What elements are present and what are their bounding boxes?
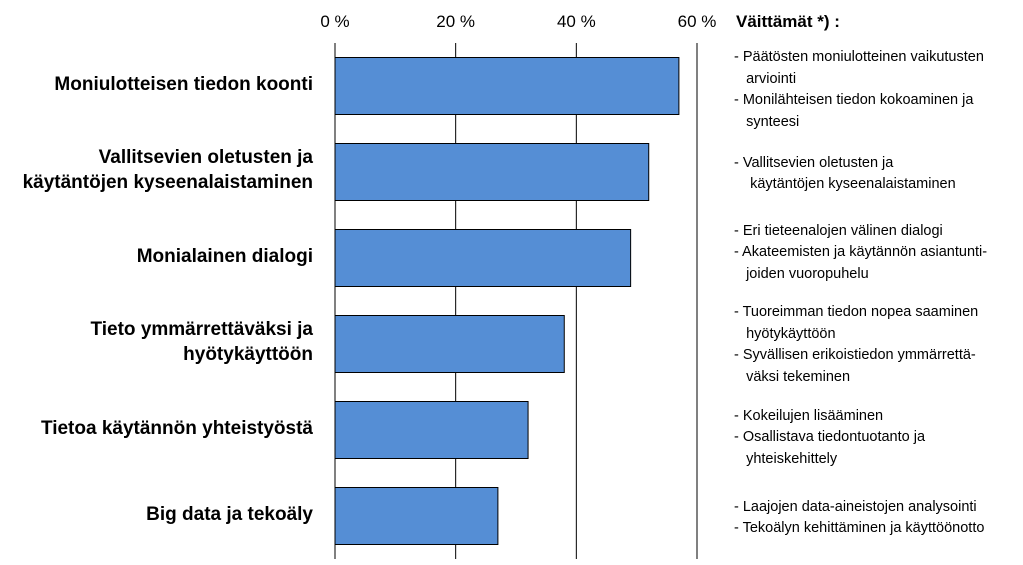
claim-line: arviointi — [734, 70, 797, 87]
claim-line: - Tekoälyn kehittäminen ja käyttöönotto — [734, 520, 985, 536]
claim-line: joiden vuoropuhelu — [734, 265, 869, 282]
x-tick-label: 40 % — [556, 12, 596, 31]
claim-line: käytäntöjen kyseenalaistaminen — [734, 176, 956, 192]
bar — [334, 401, 529, 459]
category-label: Vallitsevien oletusten ja käytäntöjen kys… — [22, 147, 313, 193]
bar — [334, 487, 499, 545]
category-label: Big data ja tekoäly — [146, 503, 313, 525]
legend-title: Väittämät *) : — [736, 12, 840, 31]
claim-group: - Tuoreimman tiedon nopea saaminen hyöty… — [734, 302, 1023, 388]
bar — [334, 57, 680, 115]
claim-group: - Eri tieteenalojen välinen dialogi - Aka… — [734, 221, 1023, 286]
x-tick-label: 60 % — [677, 12, 717, 31]
claim-line: - Laajojen data-aineistojen analysointi — [734, 498, 977, 515]
claim-line: - Tuoreimman tiedon nopea saaminen — [734, 304, 979, 320]
claim-group: - Kokeilujen lisääminen - Osallistava tie… — [734, 406, 1023, 471]
bar — [334, 315, 565, 373]
claim-line: - Eri tieteenalojen välinen dialogi — [734, 222, 943, 239]
claim-line: väksi tekeminen — [734, 368, 851, 385]
category-label: Tietoa käytännön yhteistyöstä — [40, 417, 313, 439]
claim-line: - Kokeilujen lisääminen — [734, 407, 884, 424]
x-tick-label: 0 % — [320, 12, 350, 31]
category-label: Moniulotteisen tiedon koonti — [54, 73, 313, 95]
claim-group: - Päätösten moniulotteinen vaikutusten a… — [734, 47, 1023, 133]
claim-line: - Osallistava tiedontuotanto ja — [734, 429, 926, 446]
category-label: Tieto ymmärrettäväksi ja hyötykäyttöön — [90, 319, 314, 365]
claim-line: - Syvällisen erikoistiedon ymmärrettä- — [734, 347, 976, 363]
claim-line: hyötykäyttöön — [734, 325, 836, 342]
bar — [334, 143, 650, 201]
claim-group: - Vallitsevien oletusten ja käytäntöjen … — [734, 153, 1023, 196]
claim-line: - Monilähteisen tiedon kokoaminen ja — [734, 92, 974, 108]
claim-line: synteesi — [734, 113, 800, 130]
claim-group: - Laajojen data-aineistojen analysointi -… — [734, 497, 1023, 540]
claim-line: yhteiskehittely — [734, 450, 838, 467]
bar — [334, 229, 632, 287]
category-label: Monialainen dialogi — [136, 245, 313, 267]
claim-line: - Vallitsevien oletusten ja — [734, 154, 894, 171]
x-tick-label: 20 % — [436, 12, 476, 31]
claim-line: - Akateemisten ja käytännön asiantunti- — [734, 244, 988, 261]
claim-line: - Päätösten moniulotteinen vaikutusten — [734, 49, 984, 65]
